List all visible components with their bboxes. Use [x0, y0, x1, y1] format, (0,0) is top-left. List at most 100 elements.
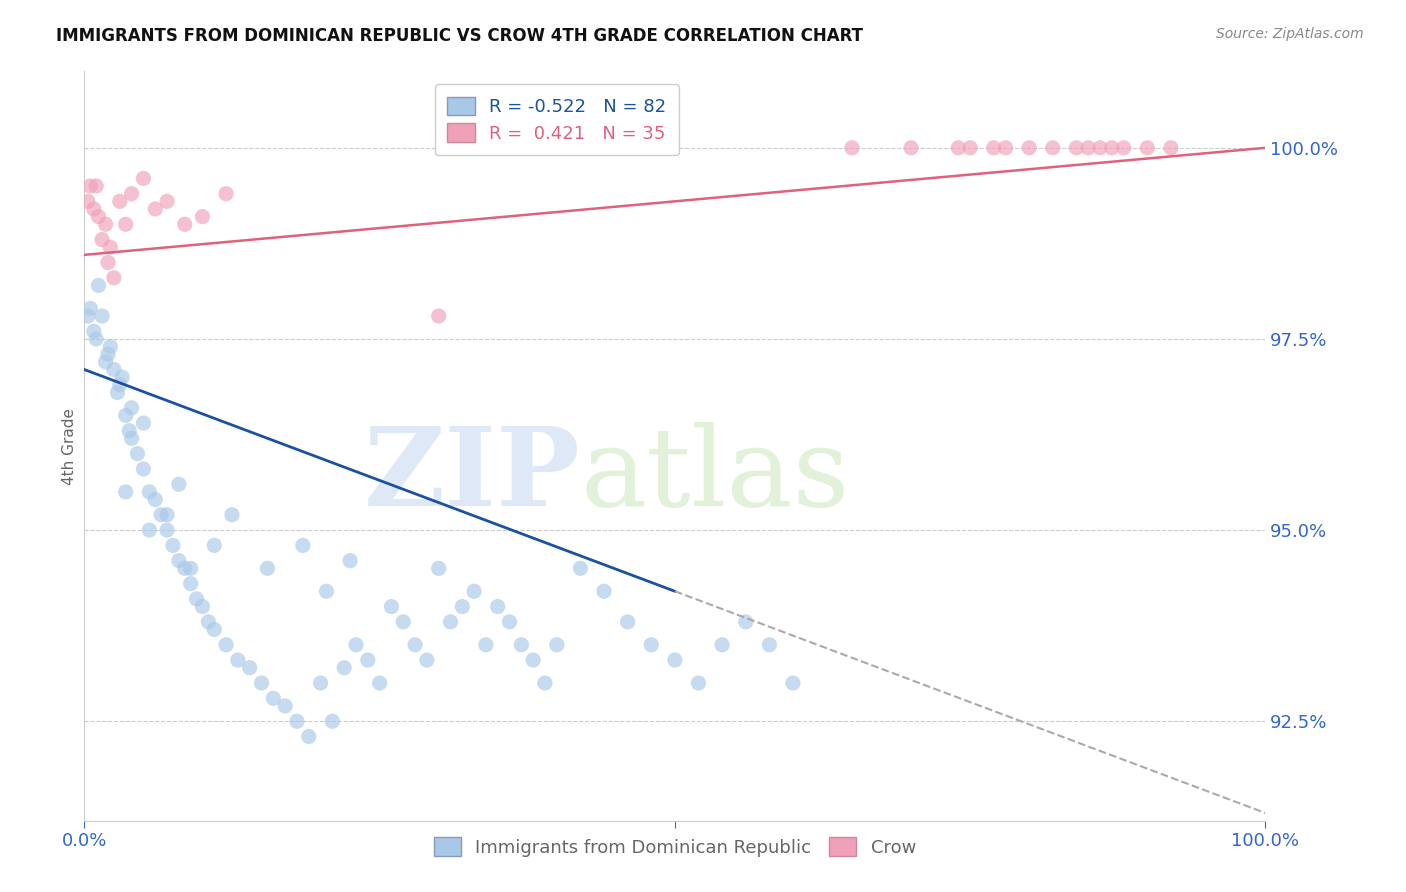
- Point: [84, 332, 107, 346]
- Point: [546, 638, 568, 652]
- Point: [900, 141, 922, 155]
- Point: [498, 615, 520, 629]
- Point: [427, 561, 450, 575]
- Point: [841, 141, 863, 155]
- Point: [368, 676, 391, 690]
- Point: [315, 584, 337, 599]
- Point: [98, 340, 121, 354]
- Legend: Immigrants from Dominican Republic, Crow: Immigrants from Dominican Republic, Crow: [426, 830, 924, 864]
- Point: [1018, 141, 1040, 155]
- Point: [357, 653, 380, 667]
- Point: [173, 217, 195, 231]
- Point: [132, 416, 155, 430]
- Point: [221, 508, 243, 522]
- Point: [77, 309, 100, 323]
- Point: [380, 599, 402, 614]
- Point: [416, 653, 439, 667]
- Point: [132, 462, 155, 476]
- Point: [463, 584, 485, 599]
- Point: [127, 447, 149, 461]
- Point: [79, 301, 101, 316]
- Point: [1112, 141, 1135, 155]
- Point: [79, 179, 101, 194]
- Point: [94, 355, 117, 369]
- Point: [239, 661, 262, 675]
- Point: [404, 638, 426, 652]
- Point: [285, 714, 308, 729]
- Point: [1160, 141, 1182, 155]
- Point: [111, 370, 134, 384]
- Point: [156, 194, 179, 209]
- Point: [77, 194, 100, 209]
- Text: ZIP: ZIP: [364, 423, 581, 530]
- Point: [262, 691, 284, 706]
- Point: [138, 523, 160, 537]
- Point: [734, 615, 756, 629]
- Point: [167, 554, 190, 568]
- Point: [121, 431, 143, 445]
- Point: [593, 584, 616, 599]
- Point: [309, 676, 332, 690]
- Point: [339, 554, 361, 568]
- Point: [167, 477, 190, 491]
- Point: [103, 270, 125, 285]
- Point: [98, 240, 121, 254]
- Point: [202, 538, 225, 552]
- Point: [180, 576, 202, 591]
- Text: Source: ZipAtlas.com: Source: ZipAtlas.com: [1216, 27, 1364, 41]
- Point: [173, 561, 195, 575]
- Text: IMMIGRANTS FROM DOMINICAN REPUBLIC VS CROW 4TH GRADE CORRELATION CHART: IMMIGRANTS FROM DOMINICAN REPUBLIC VS CR…: [56, 27, 863, 45]
- Point: [132, 171, 155, 186]
- Point: [114, 484, 136, 499]
- Point: [427, 309, 450, 323]
- Point: [143, 202, 166, 216]
- Point: [321, 714, 343, 729]
- Point: [569, 561, 592, 575]
- Point: [215, 638, 238, 652]
- Point: [1088, 141, 1111, 155]
- Point: [664, 653, 686, 667]
- Point: [191, 210, 214, 224]
- Point: [107, 385, 129, 400]
- Point: [298, 730, 321, 744]
- Point: [475, 638, 498, 652]
- Text: atlas: atlas: [581, 423, 851, 530]
- Point: [162, 538, 184, 552]
- Point: [948, 141, 970, 155]
- Point: [97, 347, 120, 361]
- Point: [202, 623, 225, 637]
- Point: [534, 676, 557, 690]
- Point: [108, 194, 131, 209]
- Point: [983, 141, 1005, 155]
- Point: [688, 676, 710, 690]
- Point: [87, 210, 110, 224]
- Point: [226, 653, 249, 667]
- Point: [180, 561, 202, 575]
- Point: [711, 638, 734, 652]
- Point: [1077, 141, 1099, 155]
- Point: [256, 561, 278, 575]
- Point: [215, 186, 238, 201]
- Point: [186, 591, 208, 606]
- Point: [1066, 141, 1088, 155]
- Point: [197, 615, 219, 629]
- Point: [97, 255, 120, 269]
- Point: [782, 676, 804, 690]
- Point: [510, 638, 533, 652]
- Point: [114, 409, 136, 423]
- Point: [121, 401, 143, 415]
- Point: [94, 217, 117, 231]
- Point: [118, 424, 141, 438]
- Point: [274, 698, 297, 713]
- Point: [83, 324, 105, 338]
- Y-axis label: 4th Grade: 4th Grade: [62, 408, 77, 484]
- Point: [344, 638, 367, 652]
- Point: [1136, 141, 1159, 155]
- Point: [143, 492, 166, 507]
- Point: [114, 217, 136, 231]
- Point: [156, 508, 179, 522]
- Point: [392, 615, 415, 629]
- Point: [640, 638, 662, 652]
- Point: [250, 676, 273, 690]
- Point: [84, 179, 107, 194]
